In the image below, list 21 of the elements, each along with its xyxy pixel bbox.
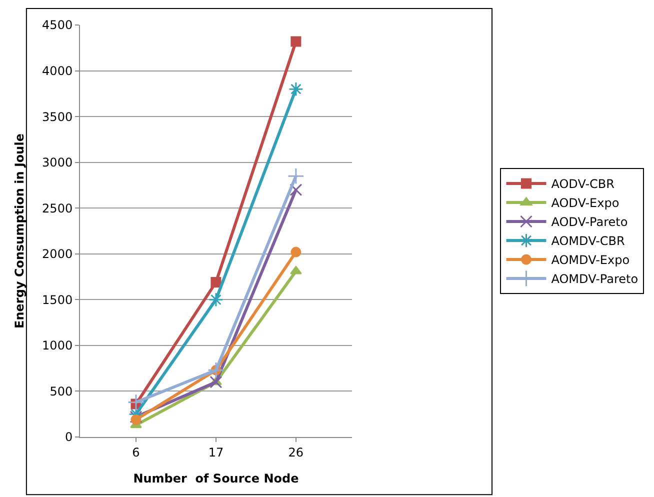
y-tick-label: 4500 bbox=[42, 18, 73, 32]
x-tick-label: 6 bbox=[132, 445, 140, 460]
legend-label: AOMDV-CBR bbox=[551, 234, 625, 248]
y-axis-title: Energy Consumption in Joule bbox=[12, 134, 26, 328]
x-tick-label: 26 bbox=[288, 445, 304, 460]
y-tick-label: 1500 bbox=[42, 292, 73, 307]
x-tick-label: 17 bbox=[208, 445, 224, 460]
y-tick-label: 3500 bbox=[42, 110, 73, 124]
y-tick-label: 3000 bbox=[42, 156, 73, 170]
legend-label: AOMDV-Pareto bbox=[551, 272, 638, 286]
legend-label: AODV-Expo bbox=[551, 196, 620, 210]
legend-label: AODV-CBR bbox=[551, 177, 615, 192]
legend-label: AOMDV-Expo bbox=[551, 253, 630, 268]
y-tick-label: 0 bbox=[64, 430, 73, 444]
y-tick-label: 4000 bbox=[42, 64, 73, 78]
y-tick-label: 500 bbox=[50, 384, 73, 398]
y-tick-label: 1000 bbox=[42, 338, 73, 353]
y-tick-label: 2000 bbox=[42, 247, 73, 262]
x-axis-title: Number of Source Node bbox=[133, 471, 299, 486]
y-tick-label: 2500 bbox=[42, 201, 73, 216]
legend-label: AODV-Pareto bbox=[551, 215, 628, 230]
